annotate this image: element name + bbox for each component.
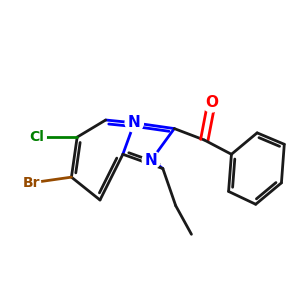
Text: N: N: [128, 116, 141, 130]
Circle shape: [202, 94, 220, 112]
Circle shape: [22, 174, 40, 192]
Circle shape: [28, 128, 46, 146]
Circle shape: [125, 114, 143, 132]
Text: O: O: [205, 95, 218, 110]
Circle shape: [142, 151, 160, 169]
Text: Cl: Cl: [30, 130, 45, 144]
Text: N: N: [145, 152, 158, 167]
Text: Br: Br: [23, 176, 40, 190]
